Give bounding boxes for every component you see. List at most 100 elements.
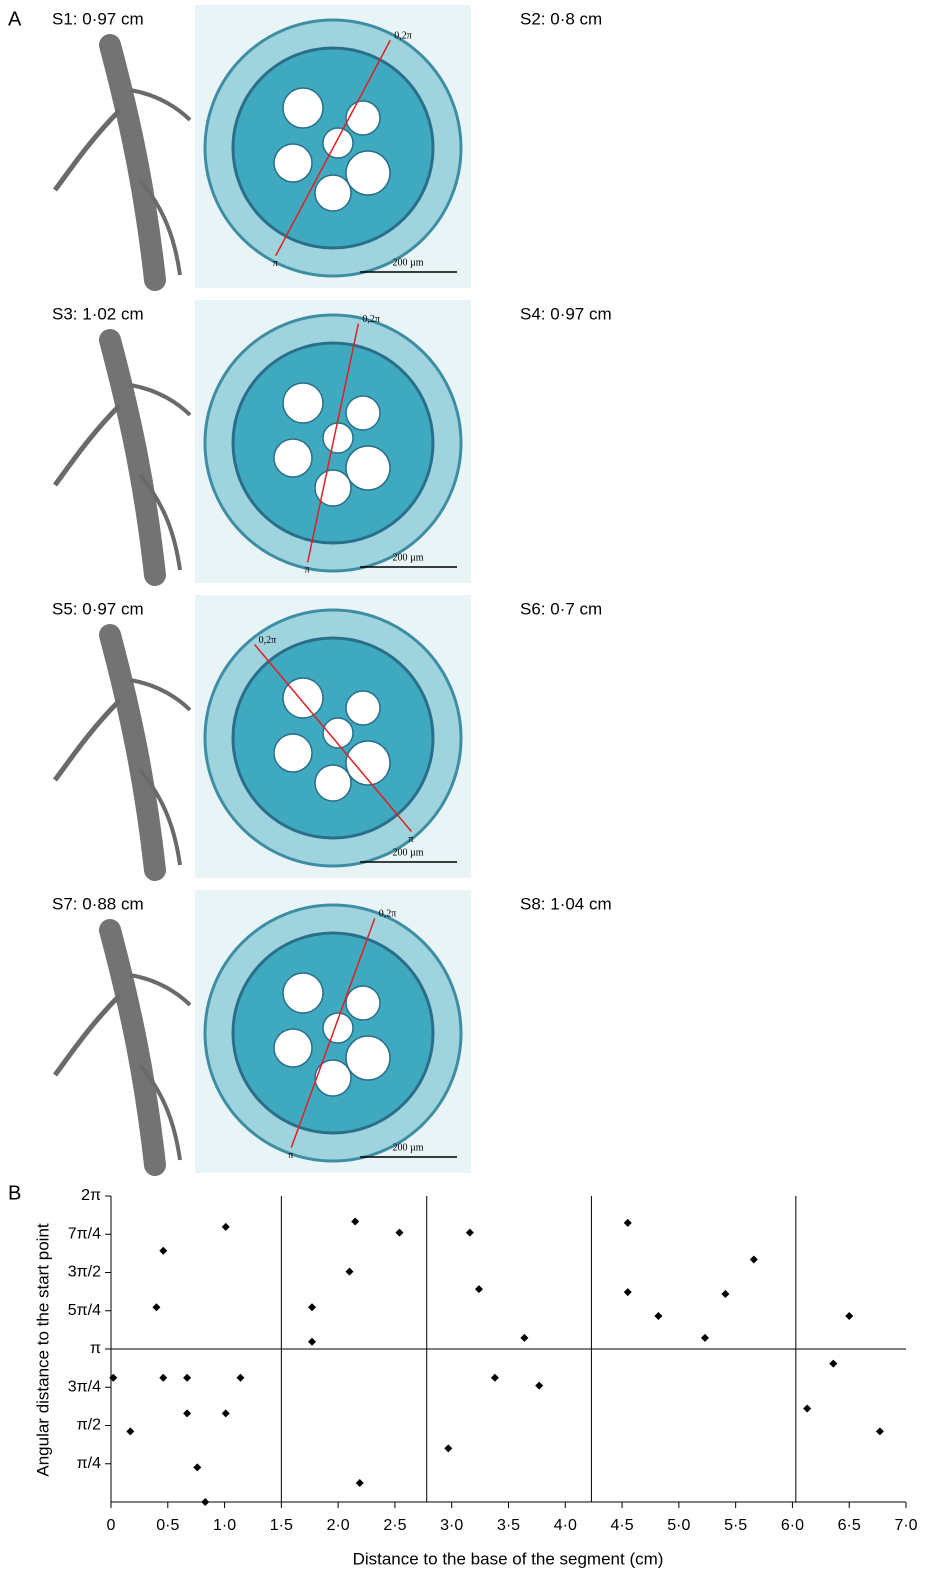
- vessel: [282, 87, 324, 129]
- root-main: [99, 34, 166, 291]
- data-point: [520, 1333, 529, 1342]
- vessel: [273, 438, 313, 478]
- scale-label: 200 µm: [392, 1142, 423, 1153]
- half-marker: π: [408, 834, 413, 845]
- half-marker: π: [288, 1150, 293, 1161]
- data-point: [474, 1285, 483, 1294]
- data-point: [875, 1427, 884, 1436]
- root-branch: [52, 698, 122, 782]
- x-tick-label: 5·5: [724, 1517, 747, 1534]
- data-point: [803, 1404, 812, 1413]
- data-point: [623, 1288, 632, 1297]
- vessel: [345, 985, 381, 1021]
- y-tick-label: π: [90, 1340, 101, 1357]
- panel-label: A: [8, 8, 22, 30]
- data-point: [126, 1427, 135, 1436]
- data-point: [654, 1311, 663, 1320]
- y-tick-label: 3π/4: [68, 1378, 101, 1395]
- y-tick-label: 5π/4: [68, 1302, 101, 1319]
- data-point: [159, 1373, 168, 1382]
- vessel: [273, 733, 313, 773]
- vessel: [273, 143, 313, 183]
- vessel: [345, 740, 391, 786]
- vessel: [273, 1028, 313, 1068]
- x-axis-label: Distance to the base of the segment (cm): [353, 1549, 664, 1568]
- vessel: [322, 717, 354, 749]
- x-tick-label: 0·5: [156, 1517, 179, 1534]
- data-point: [159, 1246, 168, 1255]
- y-tick-label: π/4: [77, 1455, 101, 1472]
- vessel: [314, 1059, 352, 1097]
- vessel: [314, 469, 352, 507]
- data-point: [236, 1373, 245, 1382]
- vessel: [345, 1035, 391, 1081]
- root-main: [99, 329, 166, 586]
- data-point: [201, 1498, 210, 1506]
- start-marker: 0,2π: [362, 314, 380, 325]
- root-branch: [129, 88, 192, 122]
- vessel: [345, 690, 381, 726]
- data-point: [109, 1373, 118, 1382]
- x-tick-label: 7·0: [894, 1517, 917, 1534]
- data-point: [829, 1359, 838, 1368]
- y-axis-label: Angular distance to the start point: [33, 1223, 52, 1477]
- data-point: [490, 1373, 499, 1382]
- root-branch: [129, 678, 192, 712]
- y-tick-label: 7π/4: [68, 1225, 101, 1242]
- sample-label: S7: 0·88 cm: [52, 894, 144, 913]
- vessel: [345, 100, 381, 136]
- root-branch: [138, 473, 182, 571]
- y-tick-label: 2π: [81, 1187, 101, 1204]
- x-tick-label: 2·0: [327, 1517, 350, 1534]
- data-point: [444, 1444, 453, 1453]
- diameter-line: [275, 39, 391, 257]
- root-branch: [138, 178, 182, 276]
- x-tick-label: 0: [107, 1517, 116, 1534]
- data-point: [395, 1228, 404, 1237]
- vessel: [314, 174, 352, 212]
- data-point: [465, 1228, 474, 1237]
- data-point: [535, 1381, 544, 1390]
- data-point: [308, 1303, 317, 1312]
- sample-label: S2: 0·8 cm: [520, 9, 602, 28]
- data-point: [355, 1479, 364, 1488]
- x-tick-label: 1·5: [270, 1517, 293, 1534]
- sample-label: S5: 0·97 cm: [52, 599, 144, 618]
- vessel: [282, 972, 324, 1014]
- root-main: [99, 624, 166, 881]
- x-tick-label: 2·5: [383, 1517, 406, 1534]
- vessel: [322, 127, 354, 159]
- diameter-line: [254, 644, 412, 832]
- vessel: [345, 445, 391, 491]
- vessel: [322, 1012, 354, 1044]
- sample-label: S4: 0·97 cm: [520, 304, 612, 323]
- x-tick-label: 6·0: [781, 1517, 804, 1534]
- vessel: [322, 422, 354, 454]
- start-marker: 0,2π: [259, 635, 277, 646]
- diameter-line: [290, 918, 376, 1148]
- data-point: [351, 1217, 360, 1226]
- root-branch: [52, 993, 122, 1077]
- y-tick-label: π/2: [77, 1417, 101, 1434]
- x-tick-label: 6·5: [838, 1517, 861, 1534]
- half-marker: π: [273, 258, 278, 269]
- data-point: [845, 1311, 854, 1320]
- root-branch: [138, 1063, 182, 1161]
- start-marker: 0,2π: [379, 909, 397, 920]
- x-tick-label: 1·0: [213, 1517, 236, 1534]
- diameter-line: [306, 323, 360, 563]
- root-branch: [138, 768, 182, 866]
- vessel: [314, 764, 352, 802]
- data-point: [193, 1463, 202, 1472]
- root-branch: [129, 383, 192, 417]
- root-branch: [52, 403, 122, 487]
- data-point: [221, 1222, 230, 1231]
- root-branch: [129, 973, 192, 1007]
- data-point: [183, 1409, 192, 1418]
- scale-label: 200 µm: [392, 552, 423, 563]
- data-point: [623, 1218, 632, 1227]
- x-tick-label: 4·5: [611, 1517, 634, 1534]
- vessel: [282, 382, 324, 424]
